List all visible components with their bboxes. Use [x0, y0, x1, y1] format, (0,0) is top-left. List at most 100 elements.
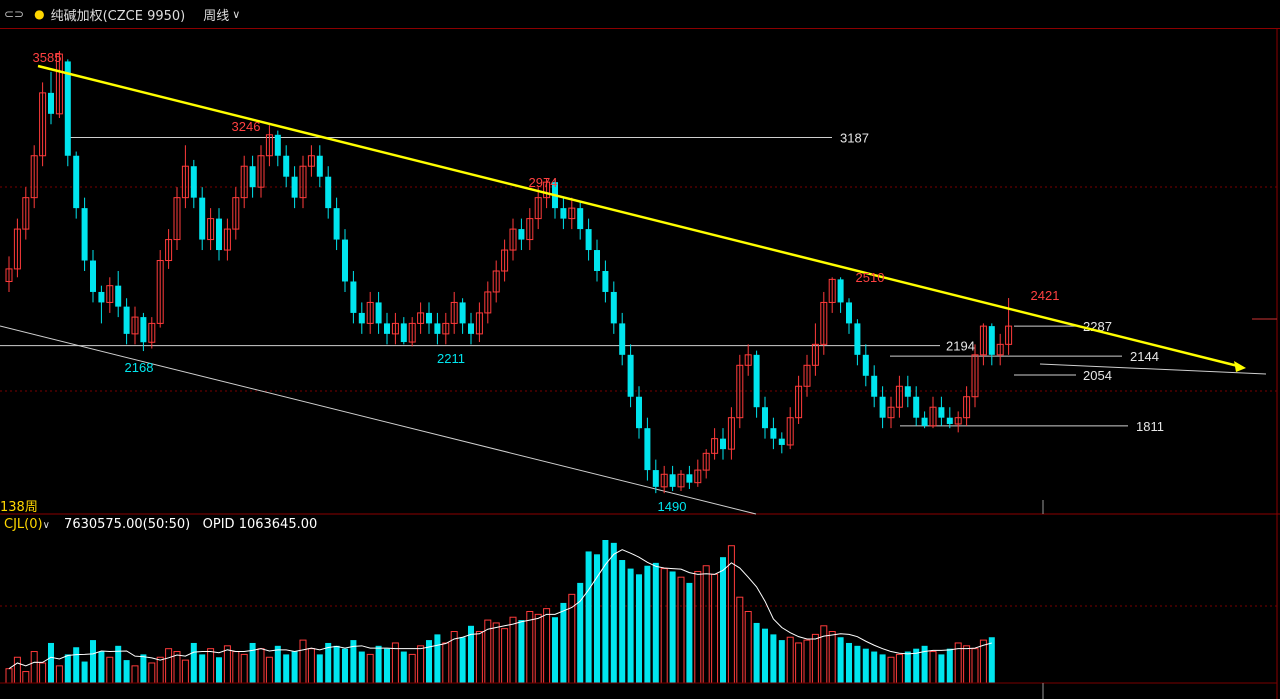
volume-bar: [895, 653, 903, 684]
volume-bar: [871, 651, 878, 683]
candle-body: [140, 317, 147, 343]
candle-body: [492, 270, 500, 293]
candle-body: [501, 249, 509, 272]
candle-body: [811, 343, 819, 366]
candle-body: [90, 260, 96, 292]
chevron-down-icon[interactable]: ∨: [232, 7, 241, 21]
volume-bar: [492, 622, 500, 684]
candle-body: [55, 53, 63, 115]
level-label: 2144: [1130, 349, 1159, 364]
candle-body: [594, 250, 600, 271]
candle-body: [131, 316, 139, 335]
candle-body: [854, 323, 861, 355]
volume-bar: [669, 571, 676, 683]
candle-body: [283, 155, 290, 177]
volume-bar: [971, 648, 979, 684]
volume-bar: [325, 642, 332, 683]
volume-bar: [727, 545, 735, 684]
volume-bar: [795, 642, 803, 684]
volume-bar: [988, 637, 995, 683]
candle-body: [81, 208, 88, 261]
volume-bar: [173, 651, 181, 684]
candle-body: [468, 323, 474, 334]
candle-body: [660, 473, 668, 488]
volume-bar: [694, 570, 702, 684]
channel-line: [0, 325, 757, 515]
volume-bar: [30, 651, 38, 684]
volume-bar: [644, 565, 651, 683]
volume-bar: [181, 659, 189, 684]
volume-bar: [283, 654, 290, 683]
candle-body: [518, 229, 525, 240]
volume-bar: [442, 642, 450, 684]
candle-body: [232, 197, 240, 230]
volume-bar: [13, 656, 21, 684]
volume-bar: [400, 651, 407, 683]
volume-bar: [946, 648, 953, 683]
candle-body: [753, 354, 760, 408]
link-icon[interactable]: ⊂⊃: [4, 7, 25, 21]
volume-bar: [123, 660, 130, 683]
opid-label: OPID: [202, 517, 235, 532]
volume-bar: [5, 668, 13, 684]
candle-body: [316, 155, 323, 177]
volume-bar: [543, 608, 551, 684]
volume-bar: [534, 613, 542, 684]
level-label: 1811: [1136, 419, 1164, 434]
volume-bar: [744, 611, 752, 684]
candle-body: [73, 155, 80, 209]
candle-body: [426, 312, 432, 324]
volume-bar: [518, 620, 525, 683]
trough-label: 1490: [658, 499, 687, 514]
candle-body: [442, 322, 450, 335]
volume-bar: [786, 636, 794, 684]
volume-bar: [148, 662, 156, 684]
candle-body: [325, 176, 332, 209]
volume-bar: [501, 628, 509, 684]
volume-bar: [307, 648, 315, 684]
volume-bar: [199, 654, 206, 683]
candle-body: [711, 438, 719, 454]
trend-arrow-icon: [1234, 361, 1246, 372]
candle-body: [921, 417, 928, 426]
volume-bar: [475, 631, 483, 684]
volume-bar: [552, 617, 558, 683]
candle-body: [257, 155, 265, 188]
candle-body: [299, 165, 307, 199]
volume-bar: [299, 639, 307, 684]
channel-line: [1039, 363, 1267, 375]
candle-body: [762, 407, 768, 429]
candle-body: [879, 396, 886, 418]
volume-bar: [610, 542, 617, 683]
candle-body: [417, 312, 425, 324]
peak-label: 2421: [1031, 288, 1060, 303]
period-selector[interactable]: 周线: [203, 8, 230, 24]
candle-body: [249, 166, 256, 188]
candle-body: [534, 197, 542, 220]
candle-body: [938, 407, 945, 418]
volume-bar: [846, 642, 852, 683]
candle-body: [384, 323, 390, 334]
volume-bar: [585, 551, 592, 683]
volume-bar: [375, 645, 382, 683]
level-label: 2054: [1083, 368, 1112, 383]
volume-bar: [342, 648, 348, 683]
chevron-down-icon[interactable]: ∨: [42, 520, 50, 531]
volume-indicator-label[interactable]: CJL(0): [4, 517, 43, 532]
candle-body: [786, 417, 794, 446]
candle-body: [115, 285, 122, 307]
volume-bar: [820, 625, 828, 684]
level-label: 2194: [946, 339, 975, 354]
volume-bar: [156, 656, 164, 684]
candle-body: [837, 279, 844, 303]
volume-bar: [627, 568, 634, 683]
candle-body: [1005, 325, 1013, 345]
candle-body: [988, 326, 995, 355]
volume-bar: [938, 654, 945, 683]
volume-bar: [64, 654, 71, 683]
volume-bar: [316, 654, 323, 683]
volume-bar: [879, 654, 886, 683]
candle-body: [677, 473, 685, 488]
volume-bar: [426, 640, 432, 683]
